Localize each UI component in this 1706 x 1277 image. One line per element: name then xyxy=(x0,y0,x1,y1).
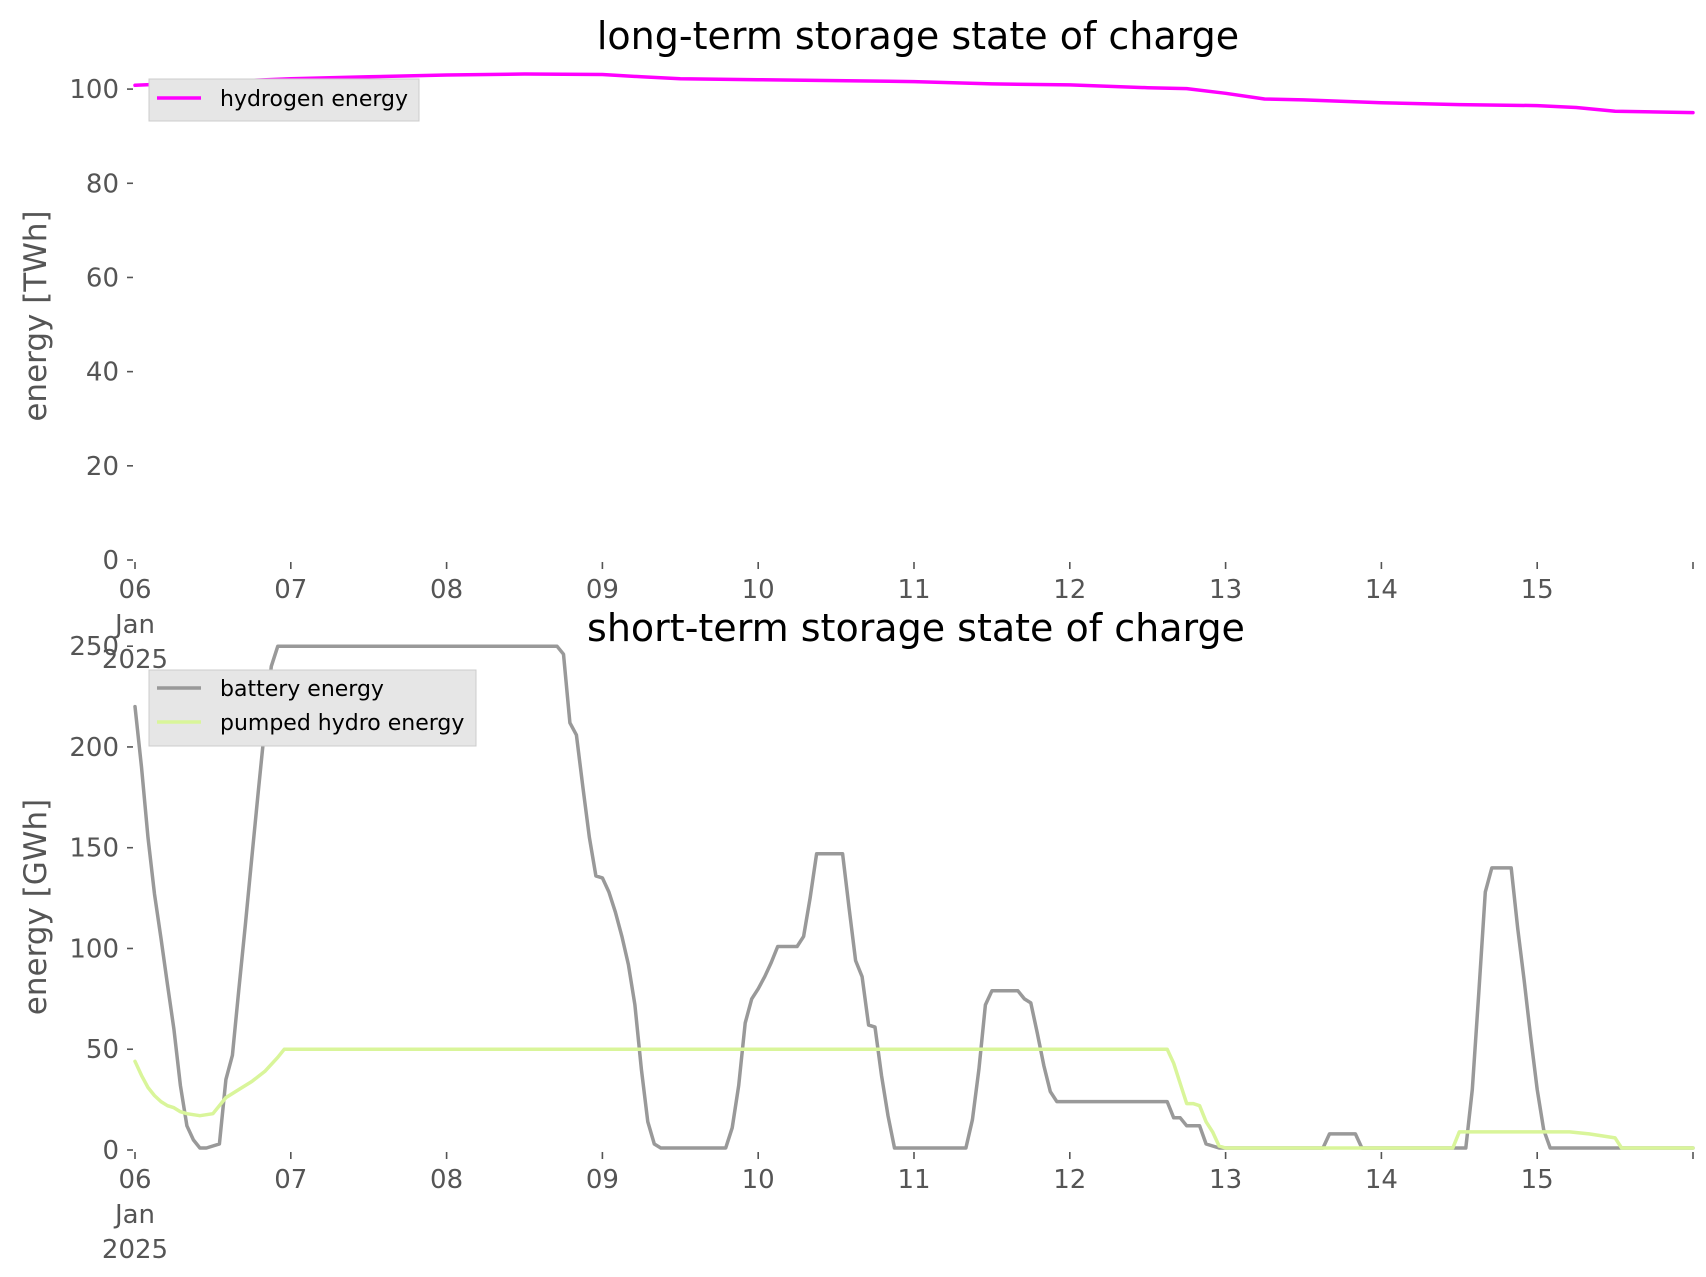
x-tick-label: 2025 xyxy=(102,1235,168,1265)
y-axis-ticks: 0 50 100 150 200 250 xyxy=(69,632,133,1166)
series-line-pumped-hydro-energy xyxy=(133,1047,1695,1150)
x-tick-label: 12 xyxy=(1053,1165,1086,1195)
y-axis-label: energy [GWh] xyxy=(18,799,54,1015)
x-axis-ticks: 06 Jan 2025 07 08 09 10 11 12 13 14 15 xyxy=(102,1152,1694,1265)
y-tick-label: 60 xyxy=(86,263,119,293)
y-tick-label: 100 xyxy=(69,934,119,964)
y-tick-label: 20 xyxy=(86,452,119,482)
y-tick-label: 150 xyxy=(69,834,119,864)
series-line-hydrogen-energy xyxy=(133,72,1695,115)
x-tick-label: 07 xyxy=(274,575,307,605)
legend-box xyxy=(148,78,420,122)
x-tick-label: 07 xyxy=(274,1165,307,1195)
x-tick-label: 15 xyxy=(1521,1165,1554,1195)
y-axis-ticks: 0 20 40 60 80 100 xyxy=(69,75,133,576)
chart-title: long-term storage state of charge xyxy=(597,14,1239,58)
legend: hydrogen energy xyxy=(148,78,420,122)
legend-label-pumped-hydro-energy: pumped hydro energy xyxy=(220,711,464,736)
y-axis-label: energy [TWh] xyxy=(18,210,54,421)
x-tick-label: 13 xyxy=(1209,575,1242,605)
x-tick-label: 12 xyxy=(1053,575,1086,605)
x-tick-label: 06 xyxy=(118,575,151,605)
y-tick-label: 50 xyxy=(86,1035,119,1065)
legend-label-battery-energy: battery energy xyxy=(220,677,384,702)
x-tick-label: 14 xyxy=(1365,1165,1398,1195)
chart-title: short-term storage state of charge xyxy=(587,606,1245,650)
series-lines xyxy=(133,72,1695,115)
y-tick-label: 250 xyxy=(69,632,119,662)
x-tick-label: 09 xyxy=(586,1165,619,1195)
x-tick-label: 09 xyxy=(586,575,619,605)
legend: battery energy pumped hydro energy xyxy=(148,669,477,747)
long-term-storage-chart: long-term storage state of charge energy… xyxy=(18,14,1695,675)
y-tick-label: 0 xyxy=(102,1136,119,1166)
series-lines xyxy=(133,644,1695,1150)
legend-label-hydrogen-energy: hydrogen energy xyxy=(220,87,408,112)
x-tick-label: 08 xyxy=(430,1165,463,1195)
y-tick-label: 80 xyxy=(86,169,119,199)
legend-box xyxy=(148,669,477,747)
x-tick-label: 15 xyxy=(1521,575,1554,605)
x-tick-label: 08 xyxy=(430,575,463,605)
x-tick-label: 10 xyxy=(742,575,775,605)
x-tick-label: 11 xyxy=(897,575,930,605)
x-tick-label: 06 xyxy=(118,1165,151,1195)
x-tick-label: Jan xyxy=(113,610,155,640)
y-tick-label: 100 xyxy=(69,75,119,105)
y-tick-label: 40 xyxy=(86,358,119,388)
x-tick-label: 13 xyxy=(1209,1165,1242,1195)
x-tick-label: Jan xyxy=(113,1200,155,1230)
y-tick-label: 200 xyxy=(69,733,119,763)
short-term-storage-chart: short-term storage state of charge energ… xyxy=(18,606,1695,1265)
x-tick-label: 10 xyxy=(742,1165,775,1195)
x-tick-label: 11 xyxy=(897,1165,930,1195)
y-tick-label: 0 xyxy=(102,546,119,576)
x-tick-label: 14 xyxy=(1365,575,1398,605)
